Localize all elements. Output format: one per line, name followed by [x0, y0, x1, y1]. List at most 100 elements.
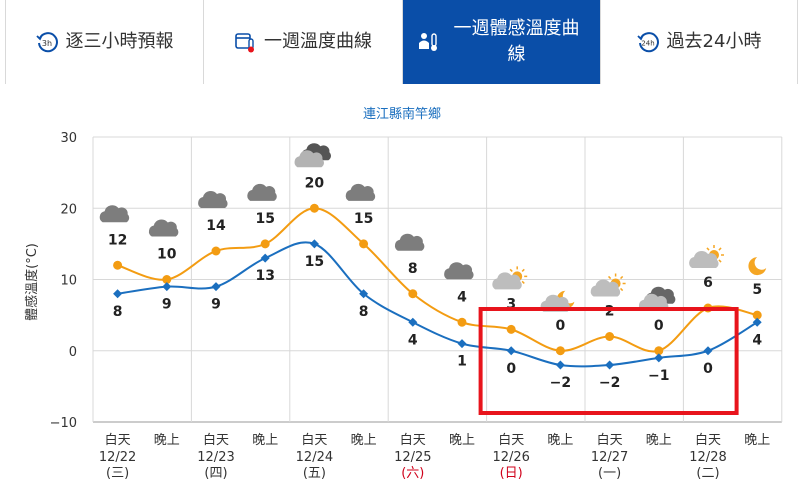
clear-night-icon [748, 257, 767, 276]
highlight-box [478, 307, 739, 415]
temperature-value-label: 15 [305, 254, 324, 270]
x-tick-weekday: (六) [401, 466, 424, 481]
cloudy-icon [198, 190, 228, 208]
tab-label: 一週體感溫度曲線 [453, 18, 580, 65]
y-tick-label: −10 [50, 416, 77, 431]
tab-3-hour-forecast[interactable]: 3h 逐三小時預報 [6, 0, 204, 84]
x-tick-date: 12/27 [591, 450, 628, 465]
clock-24h-badge: 24h [641, 40, 654, 48]
temperature-point [359, 289, 369, 299]
temperature-value-label: 0 [703, 361, 713, 377]
apparent-temperature-value-label: 0 [556, 318, 566, 334]
temperature-value-label: −1 [648, 368, 669, 384]
cloudy-icon [394, 233, 425, 251]
chart-title: 連江縣南竿鄉 [363, 106, 441, 122]
temperature-value-label: 4 [752, 332, 762, 348]
cloudy-icon [247, 183, 277, 201]
overcast-icon [294, 143, 331, 168]
apparent-temperature-point [260, 239, 270, 249]
y-tick-label: 20 [60, 202, 77, 217]
x-tick-period: 晚上 [154, 433, 180, 448]
y-tick-label: 0 [69, 345, 77, 360]
temperature-point [506, 346, 516, 356]
tab-label: 一週溫度曲線 [264, 31, 372, 52]
temperature-value-label: 8 [359, 304, 369, 320]
apparent-temperature-point [309, 203, 319, 213]
apparent-temperature-point [555, 346, 565, 356]
x-tick-date: 12/23 [197, 450, 234, 465]
x-tick-period: 白天 [105, 432, 131, 448]
temperature-point [113, 289, 123, 299]
temperature-value-label: 9 [162, 297, 172, 313]
partly-cloudy-day-icon [590, 273, 626, 297]
temperature-point [654, 353, 664, 363]
temperature-point [309, 239, 319, 249]
apparent-temperature-value-label: 15 [255, 211, 274, 227]
temperature-value-label: −2 [599, 375, 620, 391]
x-tick-period: 白天 [695, 432, 721, 448]
apparent-temperature-value-label: 10 [157, 247, 177, 263]
apparent-temperature-value-label: 12 [108, 232, 127, 248]
x-tick-weekday: (日) [500, 466, 523, 481]
temperature-point [555, 360, 565, 370]
apparent-temperature-point [113, 260, 123, 270]
x-tick-date: 12/26 [492, 450, 529, 465]
x-tick-period: 白天 [597, 432, 623, 448]
x-tick-period: 晚上 [449, 433, 475, 448]
apparent-temperature-value-label: 2 [605, 304, 615, 320]
apparent-temperature-value-label: 5 [752, 282, 762, 298]
temperature-value-label: −2 [550, 375, 571, 391]
temperature-line [117, 241, 758, 368]
x-tick-weekday: (五) [303, 466, 326, 481]
x-tick-period: 晚上 [547, 433, 573, 448]
apparent-temperature-point [408, 289, 418, 299]
x-tick-period: 白天 [498, 432, 524, 448]
apparent-temperature-point [506, 324, 516, 334]
x-tick-weekday: (二) [696, 466, 719, 481]
x-tick-date: 12/28 [689, 450, 726, 465]
apparent-temperature-value-label: 3 [506, 296, 516, 312]
temperature-point [457, 339, 467, 349]
person-thermometer-icon [417, 31, 439, 53]
temperature-value-label: 13 [255, 268, 274, 284]
cloudy-icon [345, 183, 376, 201]
clock-24h-icon: 24h [636, 31, 659, 53]
temperature-point [408, 317, 418, 327]
cloudy-icon [444, 262, 474, 280]
temperature-point [605, 360, 615, 370]
x-tick-weekday: (一) [598, 466, 621, 481]
x-tick-period: 白天 [301, 432, 327, 448]
apparent-temperature-point [654, 346, 664, 356]
x-tick-date: 12/25 [394, 450, 431, 465]
temperature-point [260, 253, 270, 263]
apparent-temperature-value-label: 15 [354, 211, 373, 227]
apparent-temperature-point [359, 239, 369, 249]
apparent-temperature-point [162, 275, 172, 284]
clock-3h-badge: 3h [41, 39, 51, 48]
x-tick-weekday: (三) [106, 466, 129, 481]
temperature-point [211, 282, 221, 292]
apparent-temperature-value-label: 4 [457, 289, 467, 305]
thermometer-calendar-icon [234, 31, 256, 53]
cloudy-night-icon [638, 286, 676, 311]
partly-cloudy-day-icon [492, 266, 528, 290]
tab-past-24-hours[interactable]: 24h 過去24小時 [601, 0, 797, 84]
x-tick-period: 晚上 [252, 433, 278, 448]
y-tick-label: 10 [60, 274, 77, 289]
apparent-temperature-value-label: 8 [408, 261, 418, 277]
x-tick-period: 晚上 [646, 433, 672, 448]
apparent-temperature-value-label: 6 [703, 275, 713, 291]
apparent-temperature-point [457, 317, 467, 327]
cloudy-icon [148, 219, 179, 237]
temperature-point [703, 346, 713, 356]
partly-cloudy-day-icon [689, 245, 724, 268]
tab-weekly-temperature[interactable]: 一週溫度曲線 [204, 0, 403, 84]
apparent-temperature-point [211, 246, 221, 256]
x-tick-weekday: (四) [204, 466, 227, 481]
tab-weekly-apparent-temperature[interactable]: 一週體感溫度曲線 [403, 0, 601, 84]
x-tick-period: 晚上 [744, 433, 770, 448]
x-tick-date: 12/22 [99, 450, 136, 465]
forecast-tab-bar: 3h 逐三小時預報 一週溫度曲線 一週體感溫度曲線 24h 過去24小時 [5, 0, 798, 84]
apparent-temperature-value-label: 20 [305, 175, 325, 191]
temperature-point [752, 317, 762, 327]
